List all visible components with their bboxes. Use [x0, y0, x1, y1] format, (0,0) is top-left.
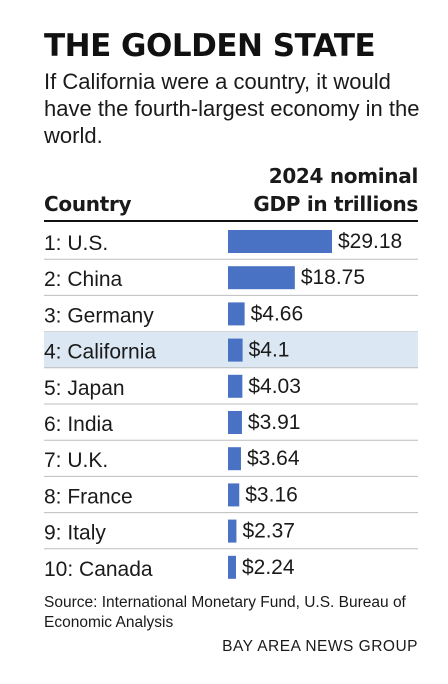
country-label: 6: India [44, 413, 113, 436]
gdp-bar [228, 447, 241, 471]
gdp-bar [228, 519, 237, 543]
value-label: $3.16 [245, 483, 298, 506]
value-label: $4.1 [249, 339, 290, 362]
source-note: Source: International Monetary Fund, U.S… [44, 594, 406, 631]
country-label: 10: Canada [44, 558, 153, 581]
country-label: 8: France [44, 485, 133, 508]
country-label: 2: China [44, 268, 123, 291]
gdp-bar [228, 411, 242, 434]
gdp-bar [228, 302, 245, 326]
country-label: 4: California [44, 341, 156, 364]
credit-line: BAY AREA NEWS GROUP [222, 638, 418, 655]
country-label: 5: Japan [44, 377, 125, 400]
country-label: 3: Germany [44, 304, 154, 327]
country-label: 7: U.K. [44, 449, 108, 472]
gdp-bar [228, 483, 240, 507]
value-label: $3.91 [248, 411, 301, 434]
header-rule [44, 220, 418, 222]
value-label: $29.18 [338, 230, 402, 253]
value-label: $2.37 [242, 520, 295, 543]
country-column-header: Country [44, 192, 132, 216]
gdp-bar [228, 266, 295, 290]
value-label: $2.24 [242, 556, 295, 579]
chart-subtitle: If California were a country, it would h… [44, 69, 420, 148]
value-label: $4.66 [251, 302, 304, 325]
value-label: $4.03 [248, 375, 301, 398]
country-label: 9: Italy [44, 522, 106, 545]
gdp-bar [228, 338, 243, 362]
gdp-column-header: 2024 nominal GDP in trillions [253, 162, 418, 218]
gdp-header-line-2: GDP in trillions [253, 192, 418, 216]
chart-title: THE GOLDEN STATE [44, 28, 376, 64]
gdp-header-line-1: 2024 nominal [268, 164, 419, 188]
country-label: 1: U.S. [44, 232, 108, 255]
gdp-bar [228, 230, 332, 253]
gdp-bar [228, 555, 236, 579]
value-label: $18.75 [301, 266, 365, 289]
gdp-bar [228, 374, 243, 398]
value-label: $3.64 [247, 447, 300, 470]
